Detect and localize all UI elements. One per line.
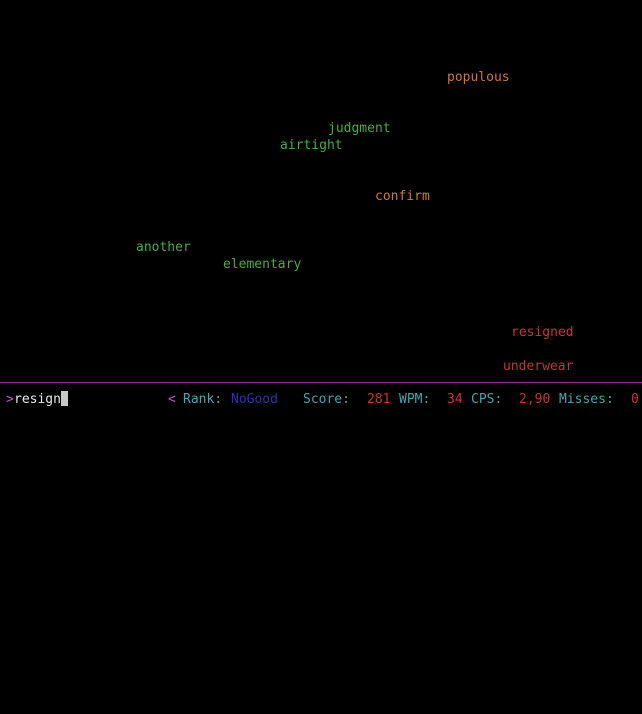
rank-value: NoGood	[231, 392, 278, 407]
falling-word: resigned	[511, 325, 574, 340]
cps-value: 2,90	[519, 392, 551, 407]
falling-word: another	[136, 240, 191, 255]
falling-word: confirm	[375, 189, 430, 204]
wpm-value: 34	[447, 392, 463, 407]
cps-label: CPS:	[471, 392, 503, 407]
falling-word: elementary	[223, 257, 302, 272]
score-label: Score:	[303, 392, 350, 407]
rank-arrow: <	[168, 392, 176, 407]
status-bar: > resign < Rank: NoGood Score: 281 WPM: …	[0, 391, 642, 408]
falling-word: underwear	[503, 359, 574, 374]
score-value: 281	[367, 392, 391, 407]
falling-word: airtight	[280, 138, 343, 153]
input-divider	[0, 382, 642, 383]
wpm-label: WPM:	[399, 392, 431, 407]
game-playfield: populous judgment airtight confirm anoth…	[136, 70, 574, 374]
falling-word: judgment	[328, 121, 391, 136]
typing-input-text: resign	[14, 392, 61, 407]
input-prompt: >	[6, 392, 14, 407]
text-cursor	[60, 391, 68, 406]
misses-value: 0	[631, 392, 639, 407]
misses-label: Misses:	[559, 392, 614, 407]
rank-label: Rank:	[183, 392, 223, 407]
falling-word: populous	[447, 70, 510, 85]
typing-input[interactable]: resign	[14, 391, 68, 408]
